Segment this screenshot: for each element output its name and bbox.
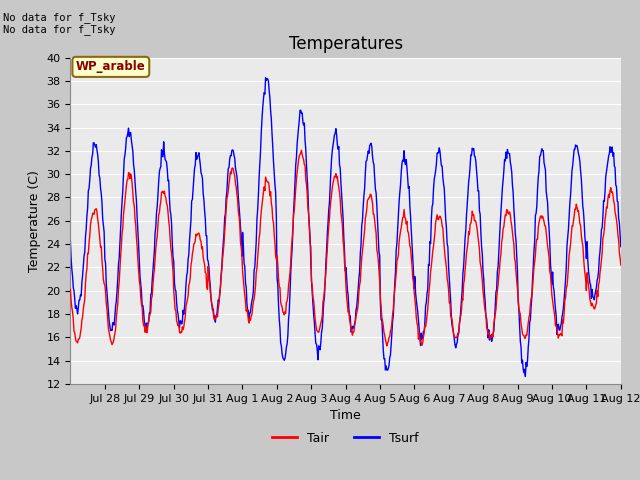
Title: Temperatures: Temperatures	[289, 35, 403, 53]
X-axis label: Time: Time	[330, 409, 361, 422]
Y-axis label: Temperature (C): Temperature (C)	[28, 170, 41, 272]
Text: WP_arable: WP_arable	[76, 60, 146, 73]
Text: No data for f_Tsky
No data for f_Tsky: No data for f_Tsky No data for f_Tsky	[3, 12, 116, 36]
Legend: Tair, Tsurf: Tair, Tsurf	[268, 427, 424, 450]
